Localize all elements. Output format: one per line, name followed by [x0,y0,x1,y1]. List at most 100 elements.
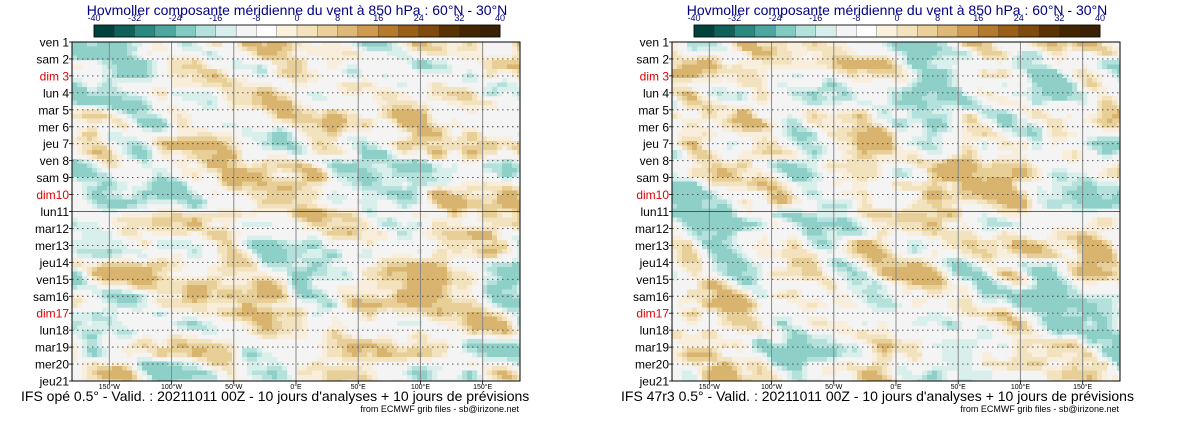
field-cell [417,222,423,227]
field-cell [342,217,348,223]
field-cell [182,114,188,119]
field-cell [252,316,258,322]
field-cell [342,343,348,349]
field-cell [432,352,438,358]
field-cell [87,366,93,371]
field-cell [72,109,78,115]
field-cell [142,96,148,101]
field-cell [162,96,168,101]
field-cell [177,114,183,119]
field-cell [72,343,78,349]
field-cell [422,213,428,218]
field-cell [357,42,363,47]
field-cell [457,100,463,106]
field-cell [492,249,498,254]
field-cell [202,136,208,142]
field-cell [312,145,318,151]
field-cell [342,303,348,308]
field-cell [517,163,521,169]
field-cell [277,258,283,263]
field-cell [222,312,228,317]
field-cell [332,208,338,214]
field-cell [392,154,398,160]
field-cell [117,87,123,92]
field-cell [347,91,353,97]
field-cell [217,213,223,218]
field-cell [267,370,273,376]
field-cell [297,163,303,169]
field-cell [427,127,433,133]
field-cell [87,42,93,47]
field-cell [397,145,403,151]
field-cell [247,127,253,133]
field-cell [392,276,398,281]
field-cell [512,276,518,281]
field-cell [382,150,388,155]
field-cell [332,141,338,146]
field-cell [77,222,83,227]
field-cell [292,73,298,79]
field-cell [257,321,263,326]
field-cell [512,46,518,52]
field-cell [442,42,448,47]
field-cell [512,64,518,70]
field-cell [312,78,318,83]
field-cell [442,150,448,155]
field-cell [117,163,123,169]
field-cell [172,339,178,344]
field-cell [377,91,383,97]
field-cell [397,235,403,241]
field-cell [427,181,433,187]
field-cell [317,96,323,101]
field-cell [362,204,368,209]
field-cell [372,154,378,160]
field-cell [392,298,398,304]
field-cell [72,82,78,88]
field-cell [122,46,128,52]
field-cell [167,145,173,151]
field-cell [417,199,423,205]
field-cell [352,379,358,382]
field-cell [152,271,158,277]
field-cell [182,199,188,205]
field-cell [247,253,253,259]
field-cell [177,289,183,295]
field-cell [172,199,178,205]
field-cell [417,366,423,371]
field-cell [307,249,313,254]
field-cell [167,258,173,263]
field-cell [247,357,253,362]
field-cell [162,298,168,304]
field-cell [437,186,443,191]
field-cell [252,348,258,353]
field-cell [357,307,363,313]
field-cell [247,285,253,290]
field-cell [147,190,153,196]
field-cell [402,82,408,88]
field-cell [452,280,458,286]
field-cell [112,253,118,259]
field-cell [462,235,468,241]
field-cell [432,375,438,380]
field-cell [207,100,213,106]
field-cell [82,375,88,380]
field-cell [337,226,343,232]
field-cell [167,213,173,218]
field-cell [272,267,278,272]
field-cell [432,60,438,65]
field-cell [157,370,163,376]
field-cell [352,145,358,151]
field-cell [357,199,363,205]
field-cell [147,379,153,382]
field-cell [417,123,423,128]
field-cell [127,267,133,272]
field-cell [182,118,188,124]
field-cell [122,325,128,331]
field-cell [507,285,513,290]
field-cell [467,136,473,142]
field-cell [462,204,468,209]
field-cell [407,195,413,200]
field-cell [277,280,283,286]
field-cell [482,307,488,313]
field-cell [127,213,133,218]
